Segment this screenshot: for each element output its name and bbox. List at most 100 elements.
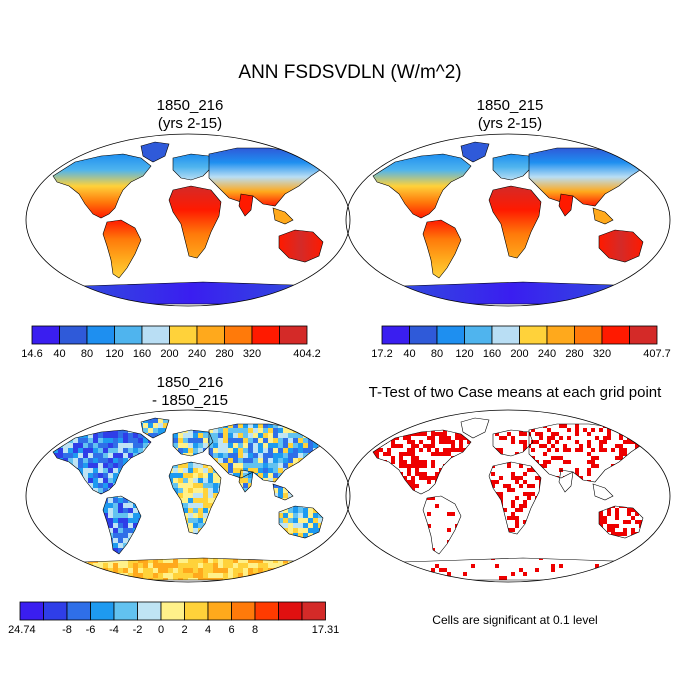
diff-cell [58,488,63,493]
diff-cell [208,413,213,418]
diff-cell [38,568,43,573]
diff-cell [318,548,323,553]
diff-cell [183,553,188,558]
diff-cell [43,493,48,498]
diff-cell [33,413,38,418]
diff-cell [213,518,218,523]
diff-cell [313,568,318,573]
diff-cell [328,458,333,463]
diff-cell [208,523,213,528]
diff-cell [178,458,183,463]
diff-cell [298,473,303,478]
diff-cell [63,578,68,583]
diff-cell [223,553,228,558]
diff-cell [213,508,218,513]
diff-cell [328,428,333,433]
diff-cell [128,463,133,468]
continent-southAmerica [422,219,462,279]
diff-cell [213,583,218,584]
diff-cell [278,503,283,508]
diff-cell [328,473,333,478]
diff-cell [308,408,313,413]
diff-cell [273,413,278,418]
diff-cell [58,448,63,453]
diff-cell [133,493,138,498]
diff-cell [48,508,53,513]
diff-cell [223,478,228,483]
diff-cell [188,583,193,584]
diff-cell [163,543,168,548]
diff-cell [73,423,78,428]
diff-cell [288,578,293,583]
diff-cell [313,568,318,573]
diff-cell [113,423,118,428]
diff-cell [258,553,263,558]
diff-cell [103,458,108,463]
diff-cell [203,423,208,428]
diff-cell [238,533,243,538]
diff-cell [78,503,83,508]
diff-cell [298,548,303,553]
diff-cell [318,533,323,538]
diff-cell [148,528,153,533]
diff-cell [58,513,63,518]
diff-cell [88,573,93,578]
diff-cell [188,408,193,413]
diff-cell [28,448,33,453]
diff-cell [93,583,98,584]
diff-cell [243,523,248,528]
diff-cell [68,493,73,498]
diff-cell [153,418,158,423]
diff-cell [293,423,298,428]
diff-cell [333,528,338,533]
diff-cell [268,408,273,413]
diff-cell [78,488,83,493]
diff-cell [223,513,228,518]
diff-cell [333,483,338,488]
diff-cell [293,413,298,418]
diff-cell [178,513,183,518]
diff-cell [38,518,43,523]
diff-cell [123,418,128,423]
diff-cell [53,573,58,578]
diff-cell [38,448,43,453]
diff-cell [138,408,143,413]
diff-cell [328,468,333,473]
diff-cell [153,523,158,528]
diff-cell [93,548,98,553]
diff-cell [308,433,313,438]
diff-cell [38,528,43,533]
diff-cell [113,553,118,558]
diff-cell [93,463,98,468]
diff-cell [48,463,53,468]
diff-cell [323,493,328,498]
diff-cell [83,423,88,428]
diff-cell [223,488,228,493]
diff-cell [63,583,68,584]
diff-cell [218,538,223,543]
diff-cell [283,548,288,553]
diff-cell [238,583,243,584]
diff-cell [68,513,73,518]
diff-cell [163,453,168,458]
diff-cell [298,493,303,498]
diff-cell [293,553,298,558]
diff-cell [28,433,33,438]
diff-cell [53,578,58,583]
diff-cell [298,498,303,503]
diff-cell [73,448,78,453]
diff-cell [93,503,98,508]
diff-cell [323,408,328,413]
diff-cell [153,503,158,508]
diff-cell [158,453,163,458]
diff-cell [103,430,108,433]
diff-cell [158,418,163,423]
diff-cell [283,418,288,423]
diff-cell [83,528,88,533]
diff-cell [268,508,273,513]
diff-cell [333,438,338,443]
diff-cell [78,493,83,494]
diff-cell [263,483,268,488]
diff-cell [23,413,28,418]
diff-cell [38,418,43,423]
